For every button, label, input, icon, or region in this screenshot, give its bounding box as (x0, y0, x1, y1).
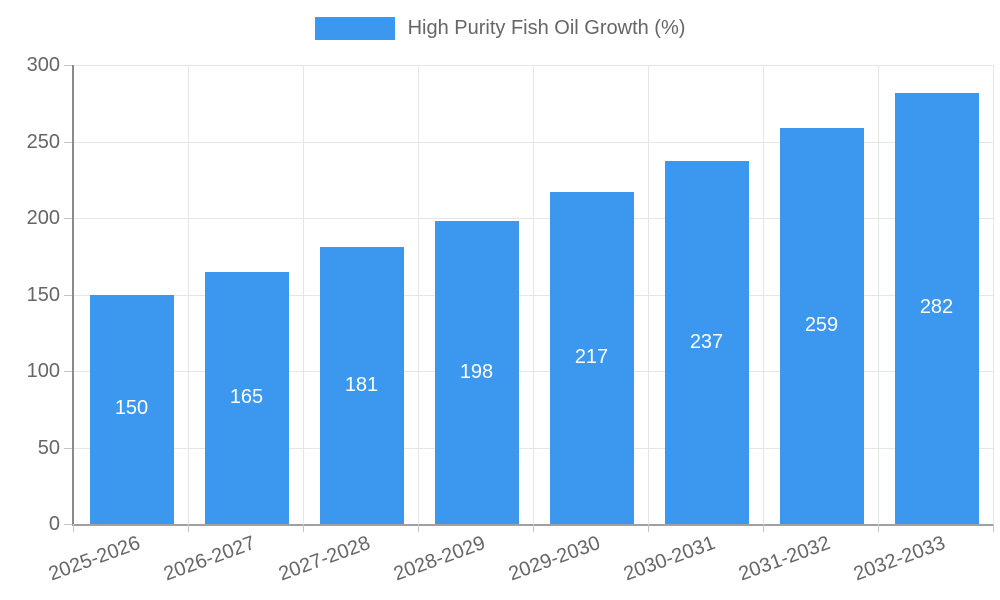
h-gridline (74, 294, 994, 296)
x-axis-tick-label: 2029-2030 (505, 532, 604, 586)
x-axis-tick (763, 524, 764, 532)
x-axis-tick (533, 524, 534, 532)
v-gridline (533, 65, 534, 524)
x-axis-tick (73, 524, 74, 532)
y-axis-tick-label: 50 (37, 436, 60, 459)
y-axis-tick (64, 294, 72, 296)
x-axis-tick-label: 2032-2033 (850, 532, 949, 586)
v-gridline (763, 65, 764, 524)
y-axis-tick (64, 371, 72, 372)
v-gridline (303, 65, 304, 524)
bar-2028-2029[interactable] (434, 221, 519, 524)
x-axis-tick-label: 2030-2031 (620, 532, 719, 586)
x-axis-tick-label: 2026-2027 (160, 532, 259, 586)
v-gridline (648, 65, 649, 524)
bar-2031-2032[interactable] (779, 127, 864, 524)
x-axis-tick (648, 524, 649, 532)
y-axis-tick-label: 250 (26, 130, 60, 153)
v-gridline (878, 65, 879, 524)
y-axis-tick (64, 447, 72, 449)
h-gridline (74, 218, 994, 219)
y-axis-tick-label: 300 (26, 54, 60, 76)
h-gridline (74, 371, 994, 372)
y-axis-tick (64, 141, 72, 143)
y-axis-tick (64, 65, 72, 66)
y-axis-tick-label: 150 (26, 283, 60, 306)
x-axis-tick-label: 2027-2028 (275, 532, 374, 586)
y-axis-tick-label: 100 (26, 360, 60, 382)
h-gridline (74, 65, 994, 66)
x-axis-tick (878, 524, 879, 532)
y-axis-tick-label: 200 (26, 207, 60, 229)
x-axis-tick-label: 2031-2032 (735, 532, 834, 586)
bar-chart-plot-area: 0 50 100 150 200 250 300 150 2025-2026 165 2026-20… (27, 55, 994, 585)
x-axis-tick (188, 524, 189, 532)
x-axis-tick-label: 2028-2029 (390, 532, 489, 586)
v-gridline (993, 65, 994, 524)
legend-label: High Purity Fish Oil Growth (%) (407, 17, 686, 39)
legend-swatch-icon (314, 17, 395, 40)
x-axis-tick-label: 2025-2026 (45, 532, 144, 586)
h-gridline (74, 141, 994, 143)
bar-2025-2026[interactable] (89, 294, 174, 524)
bar-2032-2033[interactable] (894, 92, 979, 524)
bar-2029-2030[interactable] (549, 192, 634, 524)
bar-2027-2028[interactable] (319, 247, 404, 524)
y-axis-tick (64, 218, 72, 219)
y-axis-tick (64, 524, 72, 525)
y-axis-tick-label: 0 (48, 513, 60, 535)
h-gridline (74, 447, 994, 449)
bar-2030-2031[interactable] (664, 161, 749, 524)
v-gridline (418, 65, 419, 524)
v-gridline (188, 65, 189, 524)
bar-2026-2027[interactable] (204, 271, 289, 524)
x-axis-tick (418, 524, 419, 532)
x-axis-tick (993, 524, 994, 532)
x-axis-tick (303, 524, 304, 532)
legend[interactable]: High Purity Fish Oil Growth (%) (0, 17, 1000, 40)
y-axis-line (72, 65, 74, 524)
